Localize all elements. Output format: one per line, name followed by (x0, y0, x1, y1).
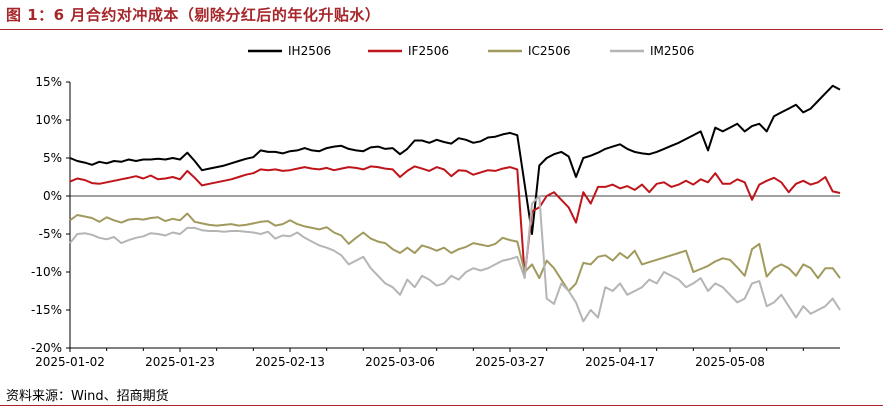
y-tick-label: 15% (35, 75, 62, 89)
axes: 15% 10% 5% 0% -5% -10% -15% -20%2025-01-02 2025-… (31, 75, 840, 369)
source-note: 资料来源：Wind、招商期货 (6, 389, 169, 404)
y-tick-label: -15% (31, 303, 62, 317)
y-tick-label: 0% (43, 189, 62, 203)
series-line-im2506 (69, 195, 841, 323)
x-tick-label: 2025-04-17 (585, 355, 655, 369)
title-bar: 图 1：6 月合约对冲成本（剔除分红后的年化升贴水） (0, 0, 883, 30)
x-tick-label: 2025-01-23 (145, 355, 215, 369)
y-tick-label: -20% (31, 341, 62, 355)
y-tick-label: 5% (43, 151, 62, 165)
series-line-if2506 (69, 165, 841, 277)
series-lines (69, 84, 841, 323)
x-tick-label: 2025-03-27 (475, 355, 545, 369)
series-line-ic2506 (69, 212, 841, 292)
y-tick-label: -5% (39, 227, 62, 241)
y-tick-label: -10% (31, 265, 62, 279)
bottom-divider (0, 405, 883, 406)
legend: IH2506 IF2506 IC2506 IM2506 (248, 44, 694, 58)
x-tick-label: 2025-03-06 (365, 355, 435, 369)
y-tick-label: 10% (35, 113, 62, 127)
chart-title: 图 1：6 月合约对冲成本（剔除分红后的年化升贴水） (6, 6, 381, 24)
legend-label-if2506: IF2506 (408, 44, 449, 58)
series-line-ih2506 (69, 84, 841, 235)
line-chart: 15% 10% 5% 0% -5% -10% -15% -20%2025-01-02 2025-… (31, 44, 841, 369)
legend-label-im2506: IM2506 (650, 44, 694, 58)
legend-label-ih2506: IH2506 (288, 44, 331, 58)
x-tick-label: 2025-02-13 (255, 355, 325, 369)
x-tick-label: 2025-05-08 (695, 355, 765, 369)
x-tick-label: 2025-01-02 (35, 355, 105, 369)
legend-label-ic2506: IC2506 (528, 44, 570, 58)
